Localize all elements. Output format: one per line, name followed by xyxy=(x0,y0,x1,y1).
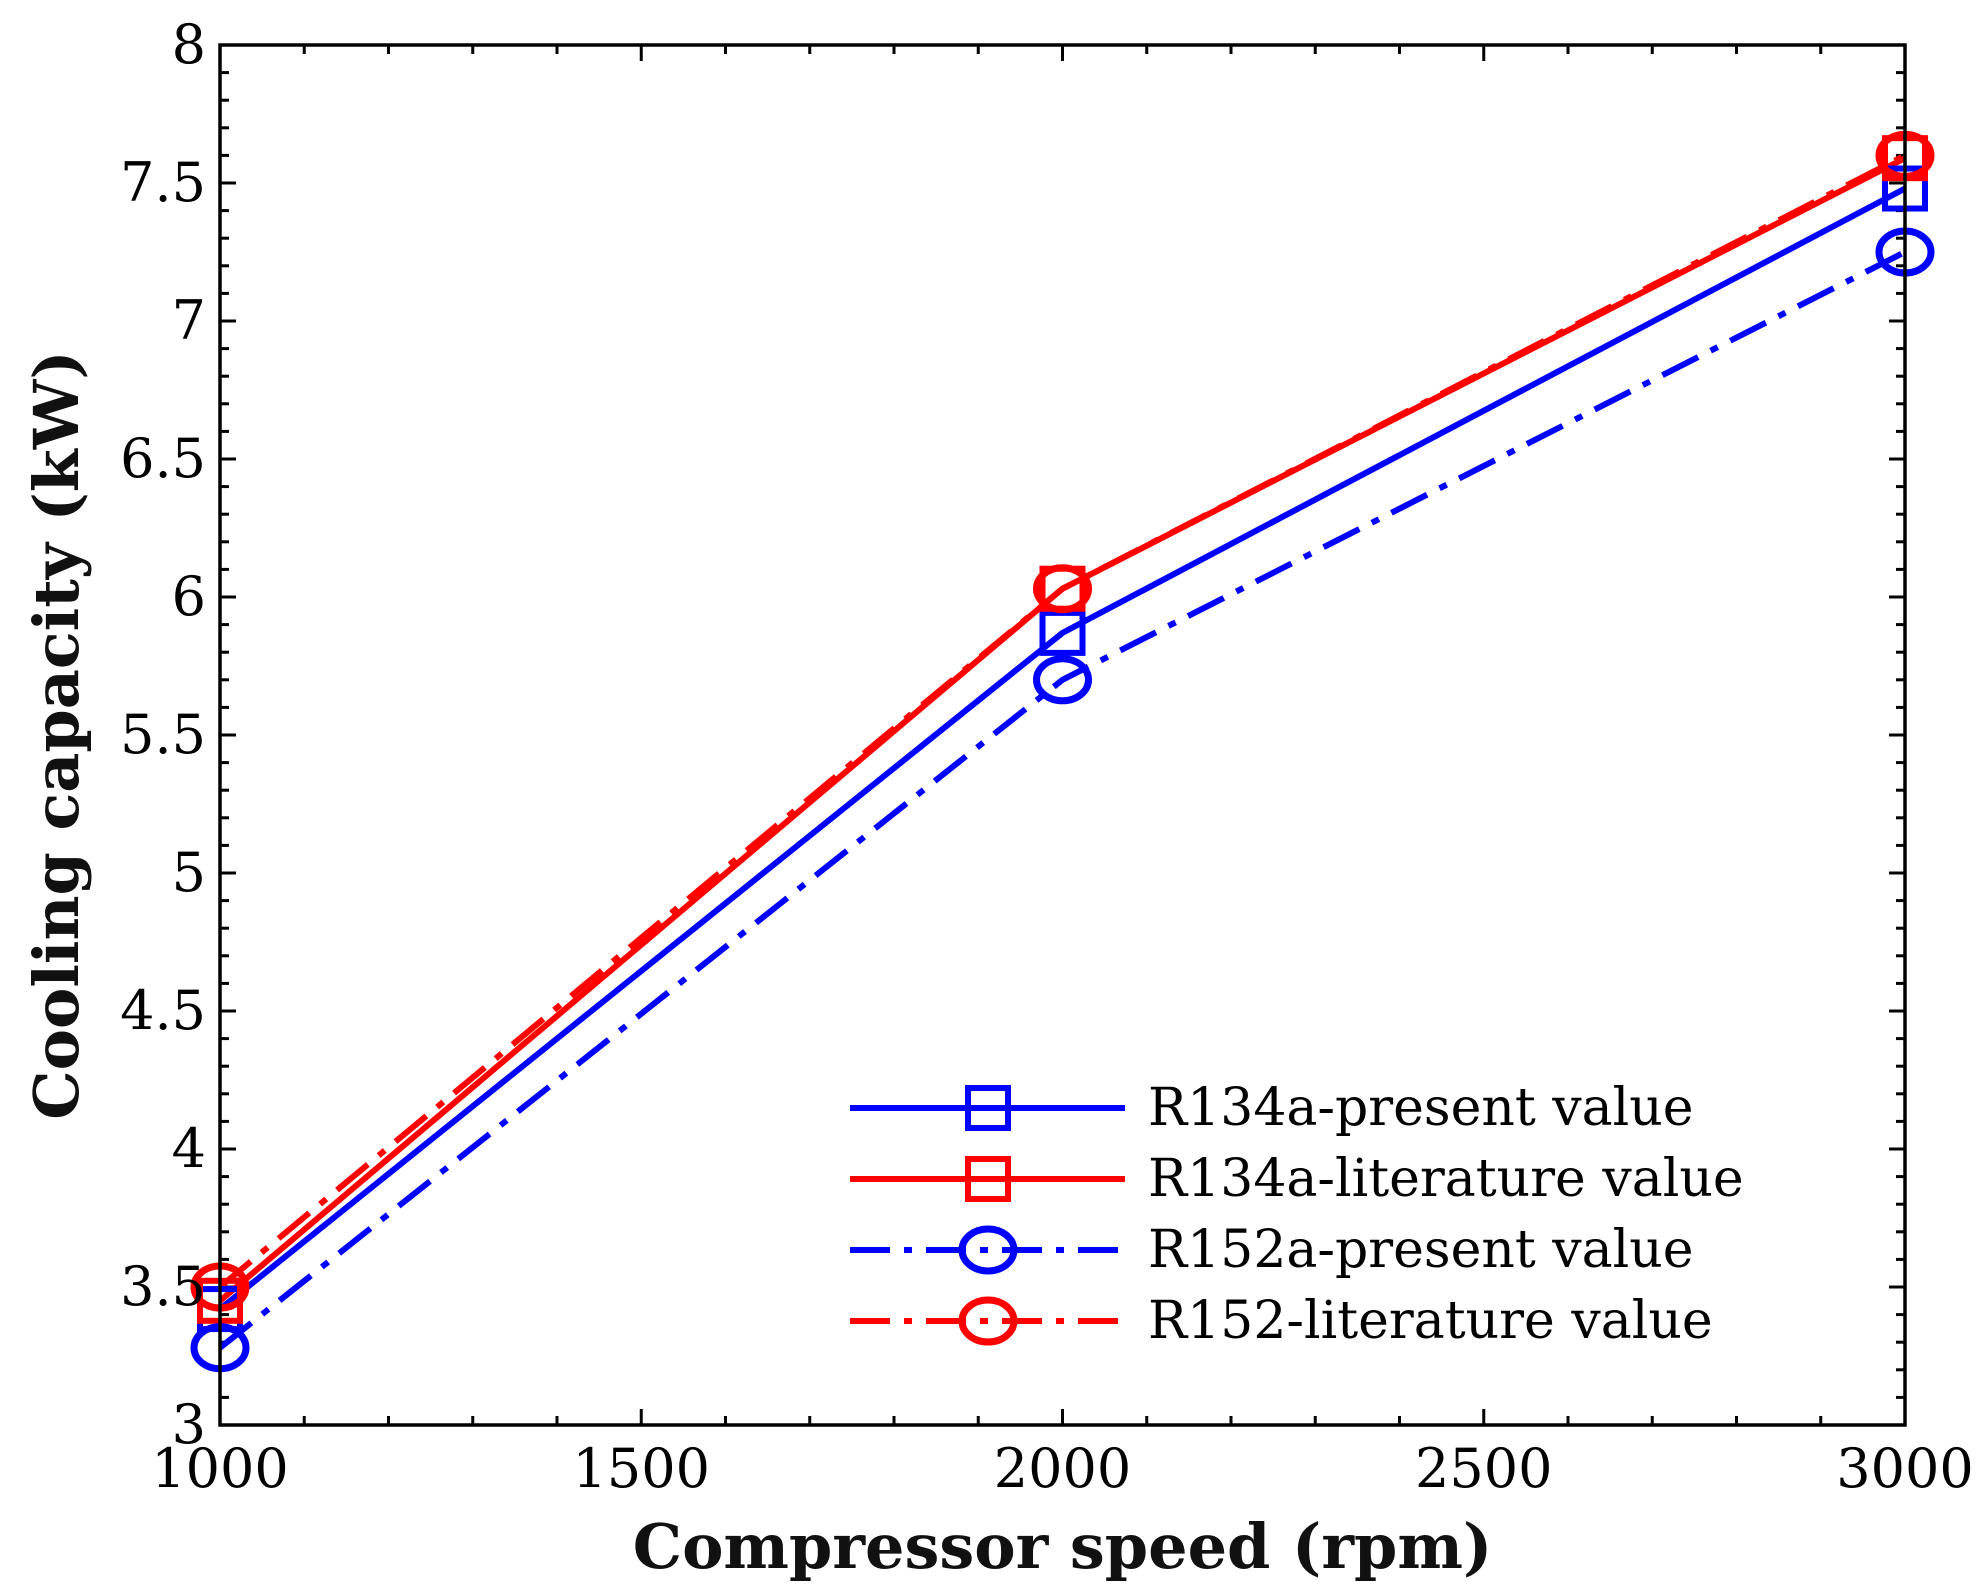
data-point-series-3 xyxy=(1033,655,1092,705)
legend: R134a-present value R134a-literature valu… xyxy=(850,1078,1744,1351)
data-point-series-4 xyxy=(1033,564,1092,614)
legend-label-1: R134a-present value xyxy=(1148,1078,1694,1138)
x-tick-label: 3000 xyxy=(1836,1437,1973,1500)
x-axis-title: Compressor speed (rpm) xyxy=(633,1510,1493,1583)
legend-label-3: R152a-present value xyxy=(1148,1220,1694,1280)
y-tick-label: 3 xyxy=(172,1393,206,1456)
y-tick-label: 5 xyxy=(172,841,206,904)
series-line-4 xyxy=(218,152,1907,1290)
plot-background xyxy=(220,45,1905,1425)
y-tick-label: 6 xyxy=(172,565,206,628)
x-tick-label: 2500 xyxy=(1415,1437,1552,1500)
x-tick-label: 2000 xyxy=(994,1437,1131,1500)
legend-label-4: R152-literature value xyxy=(1148,1291,1713,1351)
x-tick-label: 1500 xyxy=(573,1437,710,1500)
y-tick-label: 6.5 xyxy=(120,427,206,490)
legend-marker-1 xyxy=(965,1085,1011,1131)
y-tick-label: 5.5 xyxy=(120,703,206,766)
y-axis-title: Cooling capacity (kW) xyxy=(20,350,93,1119)
x-tick-label: 1000 xyxy=(151,1437,288,1500)
plot-frame xyxy=(218,43,1907,1427)
series-line-1 xyxy=(218,185,1907,1312)
series-line-3 xyxy=(218,249,1907,1351)
y-tick-label: 8 xyxy=(172,13,206,76)
y-tick-label: 3.5 xyxy=(120,1255,206,1318)
y-tick-label: 7.5 xyxy=(120,151,206,214)
legend-label-2: R134a-literature value xyxy=(1148,1149,1744,1209)
legend-marker-4 xyxy=(958,1296,1018,1346)
tick-labels: 1000 1500 2000 2500 3000 3 3.5 4 4.5 5 5.5 6 6.5 7 7.5… xyxy=(120,13,1974,1500)
legend-marker-3 xyxy=(958,1225,1018,1275)
y-tick-label: 4 xyxy=(172,1117,206,1180)
legend-marker-2 xyxy=(965,1156,1011,1202)
y-tick-label: 4.5 xyxy=(120,979,206,1042)
y-tick-label: 7 xyxy=(172,289,206,352)
